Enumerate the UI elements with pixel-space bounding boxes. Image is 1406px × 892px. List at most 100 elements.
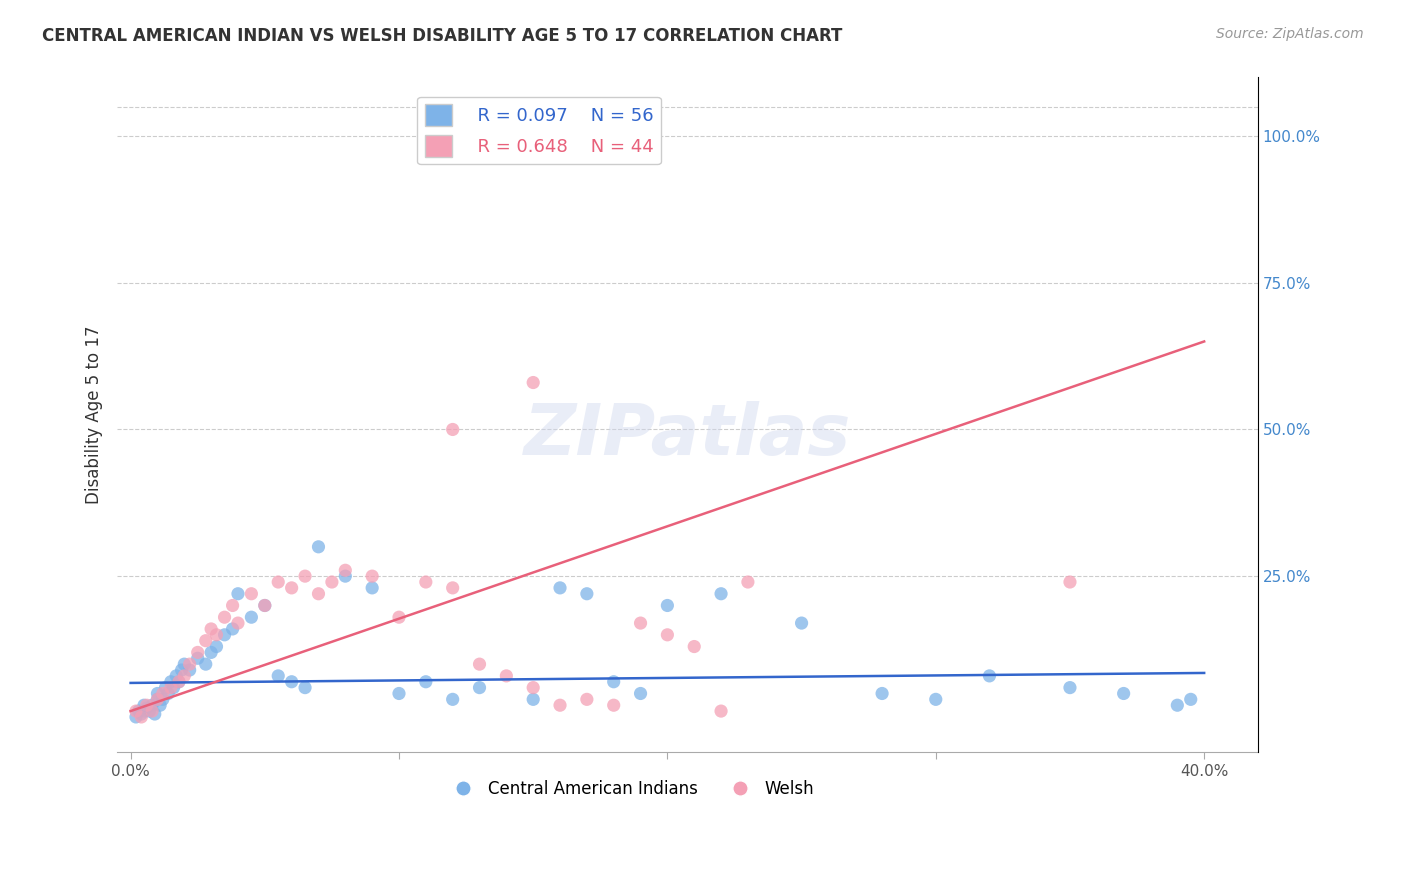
Point bbox=[267, 574, 290, 589]
Point bbox=[308, 540, 330, 554]
Point bbox=[415, 574, 437, 589]
Point bbox=[146, 686, 169, 700]
Point bbox=[135, 701, 157, 715]
Point bbox=[167, 674, 190, 689]
Point bbox=[143, 706, 166, 721]
Point bbox=[657, 599, 679, 613]
Point bbox=[194, 657, 217, 672]
Point bbox=[240, 587, 263, 601]
Point bbox=[165, 669, 187, 683]
Point bbox=[155, 681, 177, 695]
Point bbox=[138, 704, 160, 718]
Point bbox=[575, 587, 598, 601]
Point bbox=[388, 610, 411, 624]
Point bbox=[294, 569, 316, 583]
Point bbox=[221, 622, 243, 636]
Point bbox=[205, 640, 228, 654]
Point bbox=[388, 686, 411, 700]
Point bbox=[630, 686, 652, 700]
Point bbox=[131, 710, 153, 724]
Point bbox=[132, 698, 155, 713]
Point bbox=[657, 628, 679, 642]
Point bbox=[468, 657, 491, 672]
Point bbox=[179, 663, 201, 677]
Point bbox=[630, 616, 652, 631]
Point bbox=[125, 710, 148, 724]
Point bbox=[308, 587, 330, 601]
Point bbox=[131, 706, 153, 721]
Point bbox=[321, 574, 343, 589]
Text: Source: ZipAtlas.com: Source: ZipAtlas.com bbox=[1216, 27, 1364, 41]
Point bbox=[160, 674, 183, 689]
Point bbox=[280, 581, 302, 595]
Point bbox=[683, 640, 706, 654]
Point bbox=[710, 704, 733, 718]
Point bbox=[135, 698, 157, 713]
Point bbox=[925, 692, 948, 706]
Point bbox=[157, 686, 180, 700]
Point bbox=[205, 628, 228, 642]
Point bbox=[146, 692, 169, 706]
Point bbox=[522, 681, 544, 695]
Point bbox=[221, 599, 243, 613]
Point bbox=[141, 698, 163, 713]
Point bbox=[522, 376, 544, 390]
Text: ZIPatlas: ZIPatlas bbox=[524, 401, 851, 469]
Point bbox=[1166, 698, 1188, 713]
Point bbox=[173, 657, 195, 672]
Point bbox=[602, 674, 624, 689]
Point bbox=[575, 692, 598, 706]
Point bbox=[167, 674, 190, 689]
Point bbox=[141, 704, 163, 718]
Point bbox=[149, 698, 172, 713]
Point bbox=[280, 674, 302, 689]
Point bbox=[173, 669, 195, 683]
Point bbox=[253, 599, 276, 613]
Point bbox=[441, 422, 464, 436]
Point bbox=[737, 574, 759, 589]
Point bbox=[125, 704, 148, 718]
Point bbox=[128, 704, 150, 718]
Point bbox=[170, 663, 193, 677]
Point bbox=[200, 645, 222, 659]
Point bbox=[1059, 574, 1081, 589]
Point bbox=[214, 628, 236, 642]
Point bbox=[468, 681, 491, 695]
Point bbox=[294, 681, 316, 695]
Point bbox=[441, 692, 464, 706]
Point bbox=[253, 599, 276, 613]
Point bbox=[187, 645, 209, 659]
Point bbox=[790, 616, 813, 631]
Legend: Central American Indians, Welsh: Central American Indians, Welsh bbox=[440, 773, 821, 805]
Point bbox=[194, 633, 217, 648]
Point bbox=[132, 704, 155, 718]
Text: CENTRAL AMERICAN INDIAN VS WELSH DISABILITY AGE 5 TO 17 CORRELATION CHART: CENTRAL AMERICAN INDIAN VS WELSH DISABIL… bbox=[42, 27, 842, 45]
Point bbox=[495, 669, 517, 683]
Point bbox=[335, 569, 357, 583]
Point bbox=[152, 692, 174, 706]
Y-axis label: Disability Age 5 to 17: Disability Age 5 to 17 bbox=[86, 326, 103, 504]
Point bbox=[160, 681, 183, 695]
Point bbox=[162, 681, 184, 695]
Point bbox=[240, 610, 263, 624]
Point bbox=[200, 622, 222, 636]
Point bbox=[146, 692, 169, 706]
Point bbox=[226, 587, 249, 601]
Point bbox=[870, 686, 893, 700]
Point bbox=[179, 657, 201, 672]
Point bbox=[979, 669, 1001, 683]
Point bbox=[267, 669, 290, 683]
Point bbox=[361, 569, 384, 583]
Point bbox=[1112, 686, 1135, 700]
Point bbox=[335, 563, 357, 577]
Point bbox=[602, 698, 624, 713]
Point bbox=[226, 616, 249, 631]
Point bbox=[214, 610, 236, 624]
Point bbox=[548, 698, 571, 713]
Point bbox=[361, 581, 384, 595]
Point bbox=[152, 686, 174, 700]
Point bbox=[1059, 681, 1081, 695]
Point bbox=[1180, 692, 1202, 706]
Point bbox=[548, 581, 571, 595]
Point bbox=[415, 674, 437, 689]
